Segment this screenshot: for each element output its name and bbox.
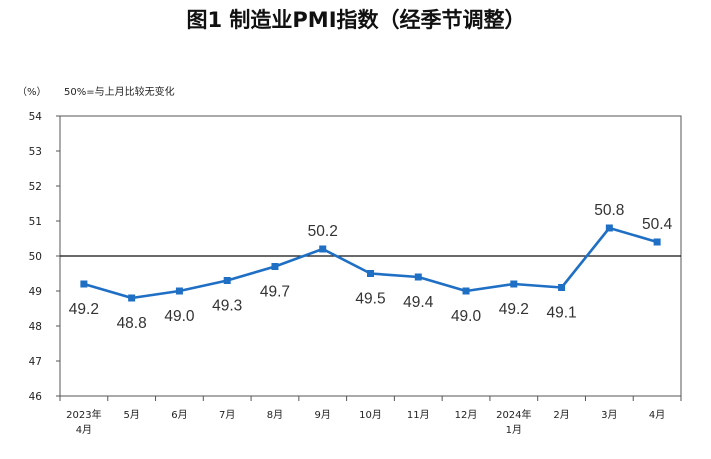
- data-label: 49.2: [69, 301, 99, 318]
- y-tick-label: 53: [29, 146, 42, 158]
- y-tick-label: 54: [29, 111, 43, 123]
- x-tick-label: 1月: [506, 424, 522, 436]
- chart-note: 50%=与上月比较无变化: [64, 85, 175, 98]
- x-tick-label: 3月: [601, 409, 617, 421]
- data-label: 49.5: [355, 291, 385, 308]
- series-line-group: [83, 226, 658, 300]
- data-point-marker: [80, 280, 88, 288]
- data-point-marker: [653, 238, 661, 246]
- data-point-marker: [367, 270, 374, 277]
- data-point-marker: [605, 224, 613, 232]
- y-tick-label: 50: [29, 251, 42, 263]
- x-tick-label: 4月: [76, 424, 92, 436]
- x-tick-label: 11月: [407, 409, 430, 421]
- y-tick-label: 52: [29, 181, 42, 193]
- x-tick-label: 9月: [315, 409, 331, 421]
- data-label: 48.8: [117, 315, 147, 332]
- x-tick-label: 2024年: [496, 408, 531, 421]
- data-label: 49.0: [451, 308, 482, 325]
- data-label: 50.2: [308, 223, 338, 240]
- data-markers: [80, 224, 661, 302]
- chart-title: 图1 制造业PMI指数（经季节调整）: [186, 8, 525, 32]
- data-label: 49.7: [260, 284, 290, 301]
- data-label: 49.0: [164, 308, 195, 325]
- data-point-marker: [510, 280, 518, 288]
- data-point-marker: [223, 277, 231, 284]
- x-tick-label: 12月: [455, 409, 478, 421]
- y-tick-label: 48: [29, 321, 42, 333]
- series-line: [83, 226, 658, 300]
- data-point-marker: [271, 263, 279, 270]
- data-point-marker: [128, 294, 136, 302]
- x-tick-label: 5月: [123, 409, 139, 421]
- data-point-marker: [414, 273, 422, 281]
- y-unit-label: （%）: [17, 86, 47, 98]
- data-label: 49.1: [546, 305, 576, 322]
- x-tick-label: 6月: [171, 409, 187, 421]
- y-tick-label: 46: [29, 391, 43, 403]
- y-tick-label: 47: [29, 356, 42, 368]
- data-label: 49.4: [403, 294, 434, 311]
- data-labels: 49.2 48.8 49.0 49.3 49.7 50.2 49.5 49.4 49.0 49.2…: [69, 202, 673, 332]
- data-point-marker: [175, 287, 183, 295]
- y-tick-label: 51: [29, 216, 42, 228]
- y-axis-ticks: 46 47 48 49 50 51 52 53 54: [29, 111, 60, 403]
- x-tick-label: 4月: [649, 409, 665, 421]
- data-point-marker: [319, 245, 327, 253]
- y-tick-label: 49: [29, 286, 42, 298]
- data-label: 49.2: [499, 301, 529, 318]
- data-label: 49.3: [212, 298, 242, 315]
- data-point-marker: [462, 287, 470, 295]
- x-tick-label: 10月: [359, 409, 382, 421]
- data-label: 50.4: [642, 216, 673, 233]
- data-point-marker: [558, 284, 566, 291]
- data-label: 50.8: [594, 202, 624, 219]
- x-axis-ticks: 2023年 4月 5月 6月 7月 8月 9月 10月 11月 12月 2024年 1月 2月 3月 4月: [59, 396, 682, 436]
- x-tick-label: 8月: [267, 409, 283, 421]
- x-tick-label: 2月: [553, 409, 569, 421]
- x-tick-label: 7月: [219, 409, 235, 421]
- x-tick-label: 2023年: [66, 408, 101, 421]
